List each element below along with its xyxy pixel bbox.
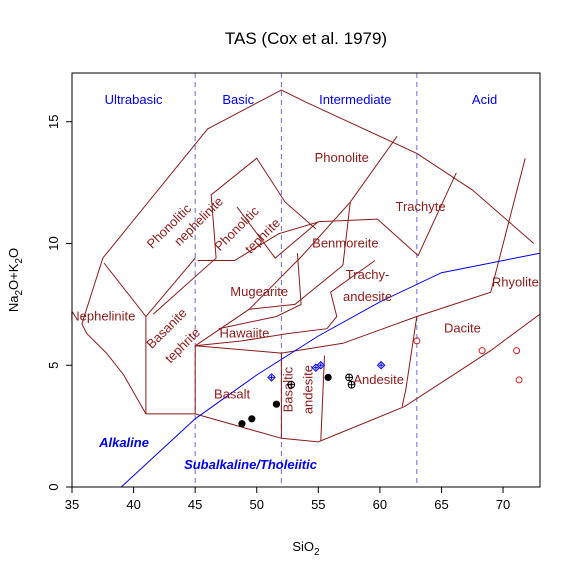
data-point-filled (272, 400, 281, 408)
data-point-filled (324, 373, 332, 382)
data-point-circled-plus (345, 373, 354, 382)
field-label: andesite (343, 289, 392, 304)
silica-class-label: Basic (222, 92, 254, 107)
field-boundary (195, 158, 526, 354)
field-label: Rhyolite (492, 274, 539, 289)
silica-class-label: Ultrabasic (105, 92, 163, 107)
field-label: Benmoreite (312, 235, 378, 250)
series-annotation: Alkaline (98, 435, 149, 450)
field-boundary (401, 316, 418, 407)
data-point-open (478, 347, 486, 355)
chart-title: TAS (Cox et al. 1979) (225, 29, 387, 48)
data-point-diamond (316, 360, 326, 370)
plot-frame (71, 72, 541, 488)
y-tick-label: 10 (46, 236, 61, 250)
x-tick-label: 45 (188, 497, 202, 512)
x-axis-label: SiO2 (292, 539, 320, 558)
point-diamond (316, 360, 326, 370)
x-tick-label: 35 (65, 497, 79, 512)
data-point-circled-plus (347, 380, 356, 389)
axes: 35 40 45 50 55 60 65 70 0 5 10 15 (46, 114, 510, 512)
data-point-diamond (311, 363, 321, 372)
field-label: andesite (300, 365, 315, 414)
data-point-diamond (376, 360, 386, 370)
y-tick-label: 15 (46, 114, 61, 128)
field-label: Nephelinite (70, 309, 135, 324)
series-annotation: Subalkaline/Tholeiitic (184, 457, 318, 472)
y-tick-label: 0 (46, 483, 61, 490)
field-boundary (194, 136, 398, 414)
field-boundary (249, 202, 351, 310)
alkaline-subalkaline-divider (120, 252, 541, 488)
plot-area: Ultrabasic Basic Intermediate Acid Nephelini… (70, 73, 541, 488)
data-point-circled-plus (287, 380, 296, 389)
y-tick-label: 5 (46, 362, 61, 369)
data-point-open (515, 376, 523, 384)
x-tick-label: 65 (434, 497, 448, 512)
field-boundary (152, 157, 317, 315)
y-axis-label: Na2O+K2O (6, 248, 25, 312)
field-boundary (81, 89, 535, 415)
field-boundary (103, 262, 147, 317)
x-tick-label: 60 (373, 497, 387, 512)
field-label: Basalt (214, 386, 251, 401)
point-diamond (376, 360, 386, 370)
field-boundary (197, 172, 457, 261)
field-boundary (236, 206, 319, 259)
field-boundary (145, 313, 541, 443)
field-label: Trachy- (346, 267, 390, 282)
data-point-filled (248, 415, 256, 423)
data-point-diamond (267, 373, 276, 382)
data-point-open (513, 347, 521, 355)
silica-class-label: Intermediate (319, 92, 391, 107)
x-tick-label: 50 (250, 497, 264, 512)
field-label: Hawaiite (219, 326, 269, 341)
field-label: Mugearite (230, 284, 288, 299)
x-tick-label: 40 (126, 497, 140, 512)
field-label: Trachyte (395, 199, 445, 214)
data-point-open (413, 337, 421, 345)
x-tick-label: 70 (496, 497, 510, 512)
x-tick-label: 55 (311, 497, 325, 512)
field-boundary (195, 260, 376, 347)
field-label: Andesite (353, 372, 404, 387)
field-label: Dacite (444, 321, 481, 336)
field-label: Basaltic (281, 366, 296, 412)
field-boundary (320, 355, 325, 441)
point-diamond (267, 373, 276, 382)
field-boundary (218, 253, 302, 330)
point-diamond (311, 363, 321, 372)
data-point-filled (238, 420, 246, 428)
field-label: Phonolite (315, 150, 369, 165)
silica-class-label: Acid (472, 92, 497, 107)
